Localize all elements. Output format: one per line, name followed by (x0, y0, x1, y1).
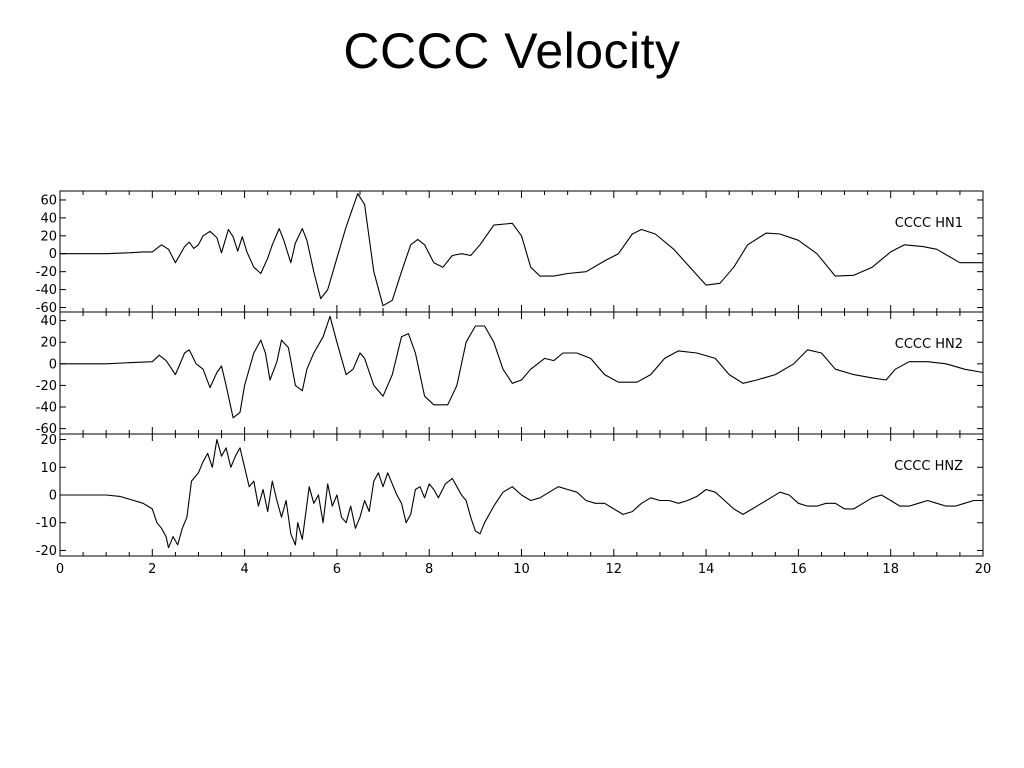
x-tick-label: 8 (425, 562, 433, 577)
x-tick-label: 0 (56, 562, 64, 577)
channel-label-hn2: CCCC HN2 (895, 337, 963, 352)
x-tick-label: 4 (240, 562, 248, 577)
y-tick-label: 20 (40, 229, 57, 244)
y-tick-label: -20 (36, 544, 57, 559)
y-tick-label: 60 (40, 193, 57, 208)
slide-title: CCCC Velocity (343, 23, 681, 79)
y-tick-label: 20 (40, 336, 57, 351)
y-tick-label: -20 (36, 265, 57, 280)
y-tick-label: 20 (40, 433, 57, 448)
x-tick-label: 2 (148, 562, 156, 577)
x-tick-label: 12 (606, 562, 623, 577)
y-tick-label: -10 (36, 516, 57, 531)
channel-label-hn1: CCCC HN1 (895, 216, 963, 231)
y-tick-label: 0 (49, 247, 57, 262)
y-tick-label: 0 (49, 489, 57, 504)
y-tick-label: 40 (40, 211, 57, 226)
x-tick-label: 10 (513, 562, 530, 577)
panel-frame-hn2 (59, 311, 984, 435)
y-tick-label: -40 (36, 401, 57, 416)
trace-hnz (60, 438, 983, 549)
trace-hn1 (60, 193, 983, 307)
y-tick-label: 0 (49, 357, 57, 372)
x-tick-label: 14 (698, 562, 715, 577)
y-tick-label: -20 (36, 379, 57, 394)
y-tick-label: 40 (40, 314, 57, 329)
x-tick-label: 16 (790, 562, 807, 577)
x-tick-label: 6 (333, 562, 341, 577)
x-tick-label: 18 (882, 562, 899, 577)
channel-label-hnz: CCCC HNZ (894, 459, 963, 474)
trace-hn2 (60, 315, 984, 419)
y-tick-label: -60 (36, 301, 57, 316)
panel-frame-hn1 (59, 190, 984, 313)
y-tick-label: -40 (36, 283, 57, 298)
y-tick-label: -60 (36, 422, 57, 437)
y-tick-label: 10 (40, 461, 57, 476)
x-tick-label: 20 (975, 562, 992, 577)
